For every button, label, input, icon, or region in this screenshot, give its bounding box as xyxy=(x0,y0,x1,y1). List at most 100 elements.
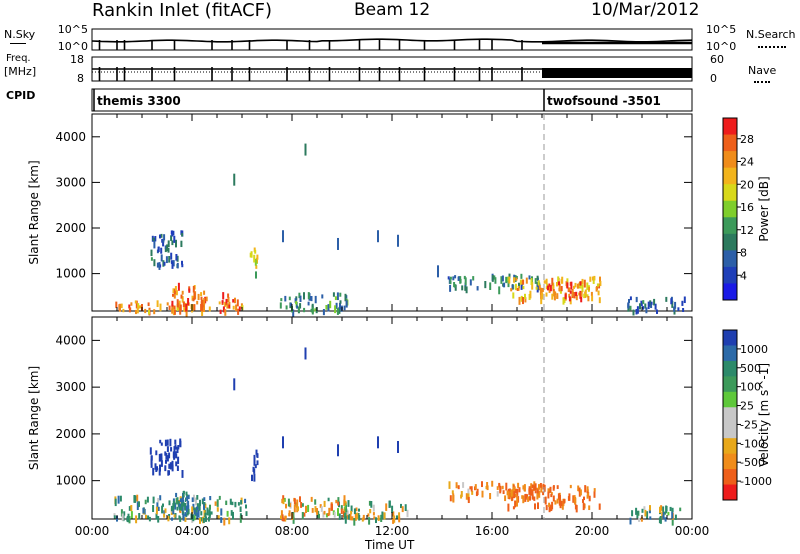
power-cell xyxy=(159,303,162,312)
power-cell xyxy=(201,305,204,312)
power-cell xyxy=(520,280,523,285)
power-cell xyxy=(591,295,594,302)
power-cell xyxy=(650,301,653,305)
power-y-tick-label: 2000 xyxy=(55,221,86,235)
velocity-colorbar-tick-label: -500 xyxy=(740,456,765,469)
velocity-cell xyxy=(531,494,534,500)
velocity-colorbar-segment xyxy=(723,391,737,408)
power-cell xyxy=(520,295,523,302)
nave-line-legend xyxy=(754,81,770,83)
nave-tick-label: 0 xyxy=(710,72,717,85)
power-cell xyxy=(187,298,190,306)
velocity-cell xyxy=(516,497,519,503)
velocity-cell xyxy=(193,510,196,515)
velocity-cell xyxy=(534,503,536,510)
velocity-cell xyxy=(515,488,518,494)
velocity-cell xyxy=(159,464,161,472)
velocity-cell xyxy=(164,465,167,472)
power-cell xyxy=(580,291,583,297)
power-cell xyxy=(627,306,630,312)
velocity-cell xyxy=(281,514,284,521)
power-cell xyxy=(511,284,514,290)
velocity-cell xyxy=(593,491,596,498)
velocity-cell xyxy=(191,497,194,503)
power-cell xyxy=(484,281,487,289)
velocity-cell xyxy=(193,515,196,521)
power-cell xyxy=(327,304,330,312)
velocity-cell xyxy=(370,501,373,508)
power-cell xyxy=(447,276,450,280)
velocity-cell xyxy=(347,500,350,507)
power-cell xyxy=(228,304,231,309)
power-cell xyxy=(464,277,467,286)
power-cell xyxy=(559,288,562,294)
power-cell xyxy=(254,258,257,266)
power-cell xyxy=(181,233,184,237)
velocity-cell xyxy=(187,494,190,500)
velocity-cell xyxy=(160,442,163,446)
velocity-cell xyxy=(319,504,322,508)
x-tick-label: 12:00 xyxy=(375,524,410,538)
x-axis-label: Time UT xyxy=(365,538,415,552)
power-cell xyxy=(584,289,587,297)
power-cell xyxy=(254,249,257,254)
power-cell xyxy=(115,301,118,309)
beam-label: Beam 12 xyxy=(354,0,431,20)
velocity-cell xyxy=(292,512,295,518)
velocity-cell xyxy=(135,515,138,524)
velocity-cell xyxy=(170,505,173,512)
velocity-cell xyxy=(393,515,396,523)
velocity-cell xyxy=(344,516,347,524)
power-cell xyxy=(635,309,638,315)
power-cell xyxy=(640,300,643,304)
velocity-cell xyxy=(358,508,360,512)
power-cell xyxy=(636,306,639,314)
power-cell xyxy=(338,306,341,314)
power-cell xyxy=(561,276,564,284)
velocity-cell xyxy=(344,503,347,511)
velocity-cell xyxy=(460,494,463,499)
power-cell xyxy=(673,306,676,312)
velocity-cell xyxy=(350,510,353,515)
velocity-y-tick-label: 4000 xyxy=(55,333,86,347)
velocity-cell xyxy=(510,489,513,498)
cpid-label: CPID xyxy=(6,89,36,102)
power-cell xyxy=(219,309,222,314)
velocity-cell xyxy=(368,500,371,506)
velocity-cell xyxy=(346,510,349,516)
velocity-cell xyxy=(659,517,662,524)
power-cell xyxy=(540,293,543,299)
power-cell xyxy=(469,279,472,286)
velocity-cell xyxy=(664,517,667,522)
velocity-cell xyxy=(160,454,163,462)
nsky-tick-label: 10^0 xyxy=(58,40,88,53)
power-cell xyxy=(325,305,328,310)
x-tick-label: 20:00 xyxy=(575,524,610,538)
velocity-streak xyxy=(233,378,236,391)
power-cell xyxy=(535,286,538,290)
velocity-streak xyxy=(397,440,399,453)
power-cell xyxy=(580,294,583,303)
velocity-cell xyxy=(542,491,545,496)
power-cell xyxy=(503,282,506,288)
power-cell xyxy=(255,265,258,269)
power-cell xyxy=(144,308,147,314)
velocity-cell xyxy=(373,516,376,520)
power-cell xyxy=(596,283,599,287)
power-cell xyxy=(162,239,165,243)
velocity-cell xyxy=(182,491,185,498)
velocity-cell xyxy=(489,493,492,500)
velocity-cell xyxy=(523,484,526,492)
velocity-cell xyxy=(578,490,581,497)
velocity-cell xyxy=(179,516,182,522)
x-tick-label: 16:00 xyxy=(475,524,510,538)
velocity-colorbar-segment xyxy=(723,422,737,439)
velocity-cell xyxy=(119,495,122,502)
velocity-cell xyxy=(679,507,682,512)
velocity-cell xyxy=(160,460,163,467)
velocity-cell xyxy=(301,512,304,520)
velocity-cell xyxy=(150,455,153,462)
velocity-streak xyxy=(337,444,339,457)
velocity-cell xyxy=(629,517,632,525)
velocity-cell xyxy=(323,500,326,508)
